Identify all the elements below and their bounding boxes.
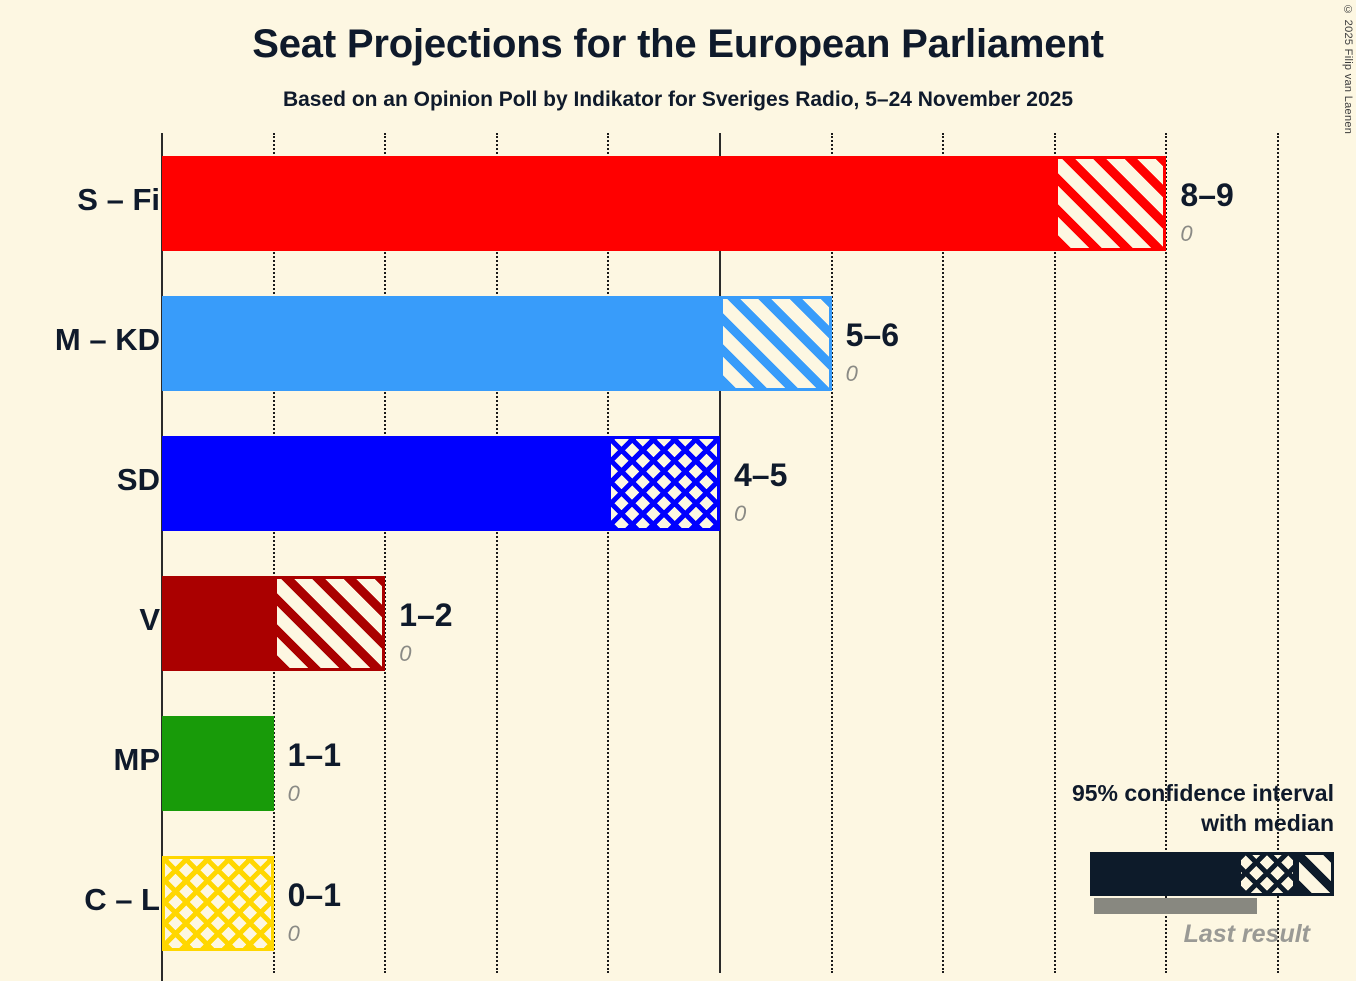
legend-title-line-1: 95% confidence interval — [1071, 780, 1334, 806]
bar-value-label: 0–1 — [287, 877, 341, 913]
legend-segment-hatch — [1296, 852, 1334, 896]
bar-sd — [162, 435, 720, 531]
copyright-notice: © 2025 Filip van Laenen — [1342, 4, 1354, 135]
bar-row: S – Fi 8–9 0 — [0, 133, 1356, 273]
bar-segment-confidence-interval — [162, 855, 274, 951]
bar-v — [162, 575, 386, 671]
bar-party-label-cl: C – L — [84, 882, 160, 917]
gridline-6 — [830, 133, 835, 973]
gridline-5 — [719, 133, 723, 973]
bar-party-label-sd: SD — [116, 462, 160, 497]
bar-row: SD 4–5 0 — [0, 413, 1356, 553]
bar-last-result-label: 0 — [399, 641, 412, 666]
bar-value-label: 4–5 — [734, 457, 788, 493]
bar-segment-confidence-interval — [608, 435, 720, 531]
gridline-3 — [495, 133, 500, 973]
gridline-4 — [607, 133, 611, 973]
bar-last-result-label: 0 — [845, 361, 858, 386]
bar-mp — [162, 715, 274, 811]
bar-segment-median — [162, 575, 274, 671]
gridline-8 — [1053, 133, 1058, 973]
bar-party-label-mkd: M – KD — [54, 322, 160, 357]
bar-row: V 1–2 0 — [0, 553, 1356, 693]
gridline-2 — [384, 133, 388, 973]
bar-row: C – L 0–1 0 — [0, 833, 1356, 973]
bar-value-label: 1–1 — [287, 737, 341, 773]
bar-last-result-label: 0 — [287, 781, 300, 806]
legend-segment-cross — [1238, 852, 1296, 896]
legend-title-line-2: with median — [1201, 810, 1334, 836]
legend-ci-swatch — [1090, 852, 1334, 896]
legend-segment-solid — [1090, 852, 1238, 896]
bar-last-result-label: 0 — [1180, 221, 1193, 246]
bar-segment-median — [162, 715, 274, 811]
bar-segment-confidence-interval — [720, 295, 832, 391]
y-axis-line — [161, 133, 163, 981]
chart-subtitle: Based on an Opinion Poll by Indikator fo… — [282, 88, 1074, 111]
bar-segment-median — [162, 435, 609, 531]
bar-party-label-sfi: S – Fi — [77, 182, 160, 217]
bar-row: M – KD 5–6 0 — [0, 273, 1356, 413]
chart-legend: 95% confidence interval with median Last… — [1014, 778, 1334, 949]
gridline-10 — [1277, 133, 1281, 973]
bar-segment-confidence-interval — [1054, 155, 1167, 251]
legend-last-result-swatch — [1090, 898, 1334, 914]
gridline-1 — [272, 133, 277, 973]
bar-last-result-label: 0 — [734, 501, 747, 526]
bar-cl — [162, 855, 274, 951]
bar-last-result-label: 0 — [287, 921, 300, 946]
gridline-7 — [942, 133, 946, 973]
bar-party-label-v: V — [139, 602, 160, 637]
bar-segment-median — [162, 155, 1055, 251]
legend-last-result-label: Last result — [1183, 920, 1310, 948]
gridline-9 — [1165, 133, 1169, 973]
bar-party-label-mp: MP — [113, 742, 161, 777]
page-title: Seat Projections for the European Parlia… — [252, 22, 1104, 66]
bar-segment-confidence-interval — [273, 575, 386, 671]
legend-last-result-bar — [1094, 898, 1257, 914]
bar-sfi — [162, 155, 1167, 251]
bar-value-label: 8–9 — [1180, 177, 1234, 213]
bar-mkd — [162, 295, 832, 391]
bar-value-label: 1–2 — [399, 597, 453, 633]
bar-value-label: 5–6 — [845, 317, 899, 353]
bar-row: MP 1–1 0 — [0, 693, 1356, 833]
bar-segment-median — [162, 295, 720, 391]
